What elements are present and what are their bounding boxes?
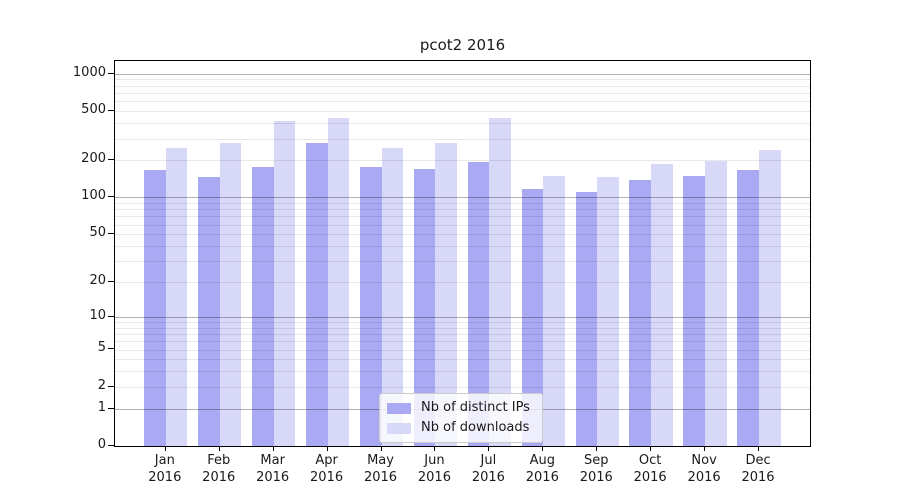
y-tick-mark bbox=[108, 110, 114, 112]
bar-distinct-ips-nov bbox=[683, 176, 706, 446]
bar-downloads-mar bbox=[273, 121, 296, 446]
bar-downloads-dec bbox=[759, 150, 781, 446]
y-tick-label: 500 bbox=[81, 102, 106, 118]
y-tick-label: 20 bbox=[89, 272, 106, 288]
y-tick-label: 10 bbox=[89, 307, 106, 323]
x-tick-mark bbox=[164, 446, 166, 451]
bar-distinct-ips-aug bbox=[521, 188, 544, 446]
x-tick-label-feb: Feb 2016 bbox=[202, 453, 236, 485]
plot-area: Nb of distinct IPs Nb of downloads bbox=[114, 60, 811, 447]
bar-distinct-ips-jun bbox=[413, 168, 436, 446]
bar-distinct-ips-oct bbox=[629, 179, 652, 446]
x-tick-label-nov: Nov 2016 bbox=[687, 453, 721, 485]
x-tick-mark bbox=[596, 446, 598, 451]
x-tick-label-may: May 2016 bbox=[363, 453, 398, 485]
y-tick-mark bbox=[108, 385, 114, 387]
bar-distinct-ips-apr bbox=[305, 143, 328, 446]
x-tick-mark bbox=[326, 446, 328, 451]
y-tick-mark bbox=[108, 159, 114, 161]
legend-label-distinct-ips: Nb of distinct IPs bbox=[421, 400, 530, 415]
legend: Nb of distinct IPs Nb of downloads bbox=[379, 393, 543, 443]
bar-downloads-feb bbox=[219, 143, 242, 446]
legend-label-downloads: Nb of downloads bbox=[421, 420, 530, 435]
bar-distinct-ips-feb bbox=[198, 176, 220, 446]
y-tick-label: 1 bbox=[97, 399, 106, 415]
y-tick-label: 5 bbox=[97, 340, 106, 356]
bar-downloads-jul bbox=[489, 117, 512, 446]
bar-downloads-oct bbox=[651, 163, 673, 446]
bar-distinct-ips-sep bbox=[575, 192, 598, 446]
y-tick-mark bbox=[108, 407, 114, 409]
legend-row-distinct-ips: Nb of distinct IPs bbox=[387, 400, 530, 416]
bar-distinct-ips-may bbox=[359, 166, 382, 446]
y-tick-mark bbox=[108, 280, 114, 282]
y-tick-mark bbox=[108, 445, 114, 446]
x-tick-mark bbox=[704, 446, 706, 451]
y-tick-label: 2 bbox=[97, 377, 106, 393]
bar-downloads-may bbox=[381, 148, 404, 446]
legend-swatch-distinct-ips bbox=[387, 402, 411, 414]
x-tick-label-jul: Jul 2016 bbox=[471, 453, 505, 485]
bar-downloads-sep bbox=[597, 176, 619, 446]
x-tick-label-oct: Oct 2016 bbox=[633, 453, 667, 485]
x-tick-mark bbox=[380, 446, 382, 451]
x-tick-label-sep: Sep 2016 bbox=[579, 453, 613, 485]
y-tick-label: 0 bbox=[97, 437, 106, 452]
legend-swatch-downloads bbox=[387, 422, 411, 434]
x-tick-label-apr: Apr 2016 bbox=[310, 453, 344, 485]
x-tick-mark bbox=[542, 446, 544, 451]
y-tick-mark bbox=[108, 348, 114, 350]
bars-layer bbox=[115, 61, 810, 446]
chart-title: pcot2 2016 bbox=[419, 36, 506, 54]
bar-downloads-jan bbox=[165, 147, 188, 446]
x-tick-label-dec: Dec 2016 bbox=[741, 453, 775, 485]
y-tick-mark bbox=[108, 196, 114, 198]
y-tick-mark bbox=[108, 315, 114, 317]
bar-downloads-apr bbox=[327, 117, 350, 446]
bar-downloads-nov bbox=[705, 161, 727, 446]
y-tick-label: 1000 bbox=[72, 64, 106, 80]
x-tick-mark bbox=[488, 446, 490, 451]
y-tick-label: 200 bbox=[81, 151, 106, 167]
x-tick-mark bbox=[758, 446, 760, 451]
y-tick-label: 100 bbox=[81, 188, 106, 204]
x-tick-mark bbox=[218, 446, 220, 451]
y-tick-mark bbox=[108, 72, 114, 74]
x-tick-label-aug: Aug 2016 bbox=[525, 453, 559, 485]
bar-distinct-ips-jul bbox=[467, 162, 490, 446]
bar-distinct-ips-mar bbox=[251, 167, 274, 446]
bar-distinct-ips-dec bbox=[737, 170, 760, 446]
x-tick-mark bbox=[650, 446, 652, 451]
bar-downloads-jun bbox=[435, 142, 458, 446]
bar-downloads-aug bbox=[543, 176, 565, 446]
x-tick-label-jan: Jan 2016 bbox=[148, 453, 182, 485]
x-tick-label-mar: Mar 2016 bbox=[256, 453, 290, 485]
x-tick-mark bbox=[434, 446, 436, 451]
bar-distinct-ips-jan bbox=[144, 169, 166, 446]
y-tick-label: 50 bbox=[89, 225, 106, 241]
x-tick-mark bbox=[272, 446, 274, 451]
y-tick-mark bbox=[108, 233, 114, 235]
x-tick-label-jun: Jun 2016 bbox=[417, 453, 451, 485]
legend-row-downloads: Nb of downloads bbox=[387, 420, 530, 436]
